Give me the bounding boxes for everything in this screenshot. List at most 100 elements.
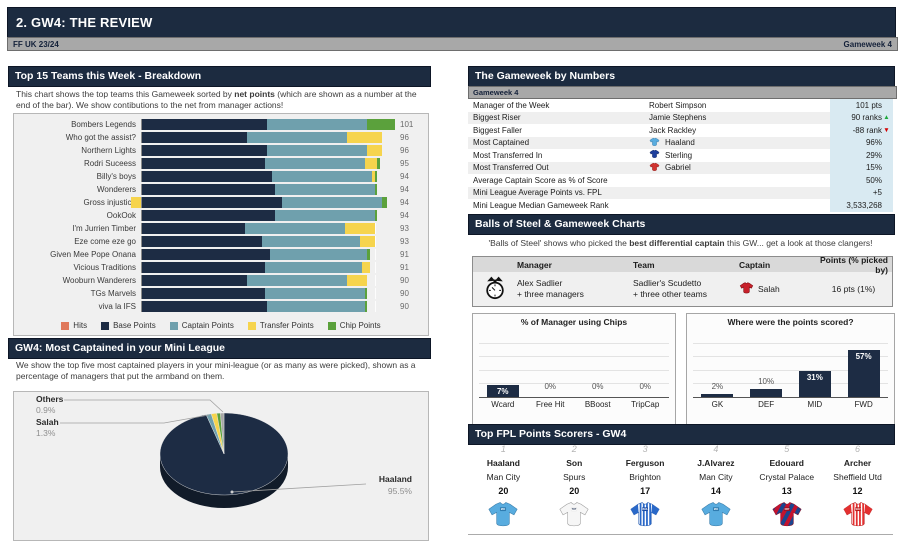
- balls-table-header-manager: Manager: [517, 259, 552, 270]
- pie-label-salah: Salah: [36, 417, 59, 427]
- net-points-label: 94: [400, 185, 409, 194]
- numbers-row: Most Transferred In Sterling 29%: [468, 149, 893, 162]
- team-bar-row: Wooburn Wanderers 90: [18, 274, 424, 287]
- pie-pct-salah: 1.3%: [36, 428, 56, 438]
- balls-panel-title: Balls of Steel & Gameweek Charts: [468, 214, 895, 235]
- transfer-points-segment: [367, 145, 382, 156]
- chart-bar-slot: 57%: [839, 331, 888, 397]
- scorer-name: Archer: [843, 458, 872, 468]
- scorer-column: 6 Archer Sheffield Utd 12 SHU: [822, 444, 893, 533]
- team-bar-row: Rodri Suceess 95: [18, 157, 424, 170]
- scorer-rank: 4: [713, 444, 719, 454]
- metric-label: Manager of the Week: [473, 100, 550, 110]
- metric-label: Biggest Faller: [473, 125, 522, 135]
- chip-points-segment: [374, 184, 377, 195]
- metric-value: 3,533,268: [846, 200, 882, 210]
- metric-value: -88 rank: [852, 125, 882, 135]
- bar-track: [141, 301, 396, 312]
- transfer-points-segment: [364, 158, 377, 169]
- base-points-segment: [142, 210, 275, 221]
- chart-bar-slot: 31%: [791, 331, 840, 397]
- net-points-label: 93: [400, 237, 409, 246]
- numbers-row: Average Captain Score as % of Score 50%: [468, 174, 893, 187]
- metric-value-cell: 101 pts: [830, 99, 893, 112]
- metric-value-cell: 90 ranks ▲: [830, 111, 893, 124]
- metric-value-cell: 3,533,268: [830, 199, 893, 212]
- svg-text:CRY: CRY: [784, 509, 789, 511]
- legend-item-hits: Hits: [61, 321, 87, 330]
- scorer-shirt: MCI: [468, 501, 539, 533]
- points-chart-plot: 2% 10% 31% 57%: [693, 331, 888, 398]
- base-points-segment: [142, 158, 265, 169]
- metric-value-cell: 29%: [830, 149, 893, 162]
- team-bar-row: Gross injustice 94: [18, 196, 424, 209]
- captain-points-segment: [244, 223, 345, 234]
- metric-label: Most Transferred Out: [473, 163, 549, 173]
- chart-bar-slot: 0%: [622, 331, 670, 397]
- team-name: Who got the assist?: [65, 133, 136, 142]
- team-name: Gross injustice: [83, 198, 136, 207]
- scorer-team: Man City: [699, 472, 733, 482]
- gridline: [693, 370, 888, 371]
- team-bar-row: Who got the assist? 96: [18, 131, 424, 144]
- team-name: Eze come eze go: [74, 237, 136, 246]
- balls-points-cell: 16 pts (1%): [831, 284, 876, 294]
- bar-track: [141, 262, 396, 273]
- team-bar-row: Bombers Legends 101: [18, 118, 424, 131]
- pie-slice-Others: [220, 412, 225, 455]
- shirt-arsenal-icon: [649, 162, 660, 171]
- scorer-name: J.Alvarez: [697, 458, 735, 468]
- svg-text:SHU: SHU: [855, 509, 860, 511]
- team-name: Northern Lights: [81, 146, 136, 155]
- entity-shirt-icon: [649, 149, 660, 161]
- breakdown-description-part2: (which are shown as a number at the end …: [16, 89, 417, 111]
- bar-track: [141, 158, 396, 169]
- points-scored-chart: Where were the points scored? 2% 10% 31% 57…: [686, 313, 895, 425]
- team-name: OokOok: [106, 211, 136, 220]
- balls-table-header-team: Team: [633, 259, 655, 270]
- legend-item-captain-points: Captain Points: [169, 321, 234, 330]
- bar-value-label: 10%: [758, 377, 775, 386]
- pie-label-haaland: Haaland: [378, 474, 412, 484]
- scorer-name: Ferguson: [625, 458, 665, 468]
- balls-manager-cell: Alex Sadlier + three managers: [517, 278, 633, 299]
- balls-table-row: Alex Sadlier + three managers Sadlier's …: [473, 272, 892, 306]
- scorer-column: 4 J.Alvarez Man City 14 MCI: [680, 444, 751, 533]
- legend-item-chip-points: Chip Points: [327, 321, 381, 330]
- scorer-points: 20: [569, 486, 580, 496]
- team-name: Billy's boys: [96, 172, 136, 181]
- gridline: [479, 343, 669, 344]
- entity-name: Gabriel: [665, 163, 691, 173]
- chart-bar-slot: 0%: [527, 331, 575, 397]
- gameweek-label: Gameweek 4: [843, 39, 892, 49]
- team-bar-row: I'm Jurrien Timber 93: [18, 222, 424, 235]
- scorer-rank: 1: [500, 444, 506, 454]
- scorer-shirt: CRY: [751, 501, 822, 533]
- captained-pie-chart: Others 0.9% Salah 1.3% Haaland 95.5%: [13, 391, 429, 541]
- shirt-mancity-icon: MCI: [701, 502, 731, 527]
- scorers-panel-title: Top FPL Points Scorers - GW4: [468, 424, 895, 445]
- bar-track: [141, 210, 396, 221]
- legend-item-transfer-points: Transfer Points: [247, 321, 314, 330]
- scorer-column: 5 Edouard Crystal Palace 13 CRY: [751, 444, 822, 533]
- shirt-brighton-icon: BHA: [630, 502, 660, 527]
- team-name: Wonderers: [97, 185, 136, 194]
- captain-points-segment: [262, 236, 360, 247]
- legend-swatch: [247, 321, 256, 330]
- chart-bar-slot: 0%: [574, 331, 622, 397]
- gridline: [479, 383, 669, 384]
- page-title: 2. GW4: THE REVIEW: [7, 7, 896, 38]
- net-points-label: 94: [400, 198, 409, 207]
- bar-track: [141, 119, 396, 130]
- metric-value: 101 pts: [855, 100, 882, 110]
- balls-manager-name: Alex Sadlier: [517, 278, 563, 289]
- transfer-points-segment: [131, 197, 141, 208]
- balls-description: 'Balls of Steel' shows who picked the be…: [468, 238, 893, 249]
- net-points-label: 91: [400, 250, 409, 259]
- entity-name: Sterling: [665, 150, 693, 160]
- scorer-team: Spurs: [563, 472, 586, 482]
- scorer-points: 17: [640, 486, 651, 496]
- svg-text:MCI: MCI: [501, 509, 506, 511]
- balls-manager-extra: + three managers: [517, 289, 584, 299]
- legend-item-base-points: Base Points: [101, 321, 156, 330]
